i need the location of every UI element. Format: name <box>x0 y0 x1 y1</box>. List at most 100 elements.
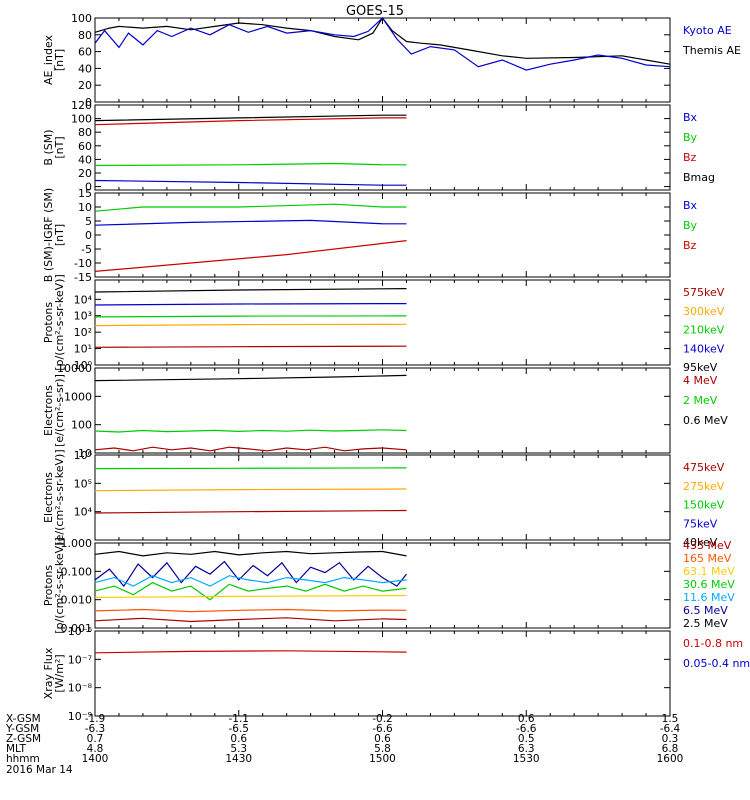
legend-label: 150keV <box>683 499 725 512</box>
y-tick-label: 0.010 <box>61 594 93 607</box>
y-tick-label: 10⁻⁷ <box>68 653 92 666</box>
y-tick-label: 10⁻⁶ <box>68 625 93 638</box>
legend-label: 4 MeV <box>683 374 718 387</box>
series-line-95kev <box>94 288 407 293</box>
footer-value: 5.3 <box>230 743 247 755</box>
legend-label: 40keV <box>683 536 718 549</box>
legend-label: 95keV <box>683 361 718 374</box>
series-line-575kev <box>94 345 407 348</box>
series-line-6-5-mev <box>94 560 407 588</box>
footer-value: 5.8 <box>374 743 391 755</box>
y-tick-label: 5 <box>85 215 92 228</box>
panel-8: 10⁻⁹ 10⁻⁸ 10⁻⁷ 10⁻⁶ Xray Flux[W/m²] 0.1-0.8 n… <box>42 625 750 723</box>
legend-label: 75keV <box>683 517 718 530</box>
series-line-by <box>94 162 407 167</box>
y-axis-label: Protons <box>42 565 55 606</box>
series-line-bmag <box>94 114 407 122</box>
footer-value: 4.8 <box>87 743 104 755</box>
legend-label: 210keV <box>683 324 725 337</box>
y-axis-label: [p/(cm²-s-sr-keV)] <box>53 274 66 371</box>
y-tick-label: 60 <box>78 140 92 153</box>
legend-label: Bz <box>683 239 697 252</box>
series-line-300kev <box>94 323 407 327</box>
legend-label: Kyoto AE <box>683 24 732 37</box>
y-tick-label: 10000 <box>57 362 92 375</box>
legend-label: Bmag <box>683 171 715 184</box>
series-line-by <box>94 203 407 212</box>
footer-value: -6.6 <box>516 723 537 735</box>
y-tick-label: 10⁴ <box>74 506 93 519</box>
y-tick-label: 1000 <box>64 390 92 403</box>
series-line-themis-ae <box>94 16 671 65</box>
y-tick-label: 0 <box>85 229 92 242</box>
y-axis-label: Electrons <box>42 385 55 436</box>
legend-label: Bx <box>683 111 698 124</box>
footer-value: 1500 <box>369 753 396 765</box>
series-line-165-mev <box>94 608 407 613</box>
panel-7: 0.001 0.010 0.100 1.000 Protons[p/(cm²-s-sr-… <box>42 537 735 635</box>
y-axis-label: [W/m²] <box>53 654 66 692</box>
footer-value: -1.9 <box>85 713 106 725</box>
series-line-2-5-mev <box>94 550 407 557</box>
legend-label: 63.1 MeV <box>683 565 735 578</box>
legend-label: 0.1-0.8 nm <box>683 637 743 650</box>
y-tick-label: 0.100 <box>61 565 93 578</box>
y-axis-label: [nT] <box>53 224 66 246</box>
legend-label: 2.5 MeV <box>683 617 728 630</box>
y-tick-label: 10² <box>74 326 92 339</box>
series-line-2-mev <box>94 429 407 433</box>
y-tick-label: 20 <box>78 79 92 92</box>
series-line-30-6-mev <box>94 581 407 601</box>
series-line-bx <box>94 179 407 186</box>
footer-value: 1530 <box>513 753 540 765</box>
series-line-63-1-mev <box>94 594 407 599</box>
footer-value: 6.8 <box>662 743 679 755</box>
legend-label: Themis AE <box>682 44 741 57</box>
panel-frame <box>94 279 671 366</box>
series-line-475kev <box>94 509 407 514</box>
y-tick-label: 10⁰ <box>74 359 93 372</box>
footer-value: -1.1 <box>229 713 250 725</box>
panel-frame <box>94 630 671 717</box>
y-tick-label: -15 <box>74 271 92 284</box>
y-axis-label: B (SM) <box>42 129 55 165</box>
series-line-bz <box>94 117 407 126</box>
y-tick-label: 40 <box>78 62 92 75</box>
legend-label: 6.5 MeV <box>683 604 728 617</box>
y-axis-label: Xray Flux <box>42 647 55 699</box>
footer-row-label: Z-GSM <box>6 733 41 745</box>
legend-label: By <box>683 131 698 144</box>
series-line-4-mev <box>94 446 407 452</box>
y-axis-label: [nT] <box>53 49 66 71</box>
footer-value: 0.6 <box>518 713 535 725</box>
panel-1: 0 20 40 60 80 100 AE_index[nT] Kyoto AE Themis A… <box>42 12 741 109</box>
legend-label: 30.6 MeV <box>683 578 735 591</box>
panel-frame <box>94 367 671 454</box>
footer-row-label: MLT <box>6 743 26 755</box>
legend-label: 11.6 MeV <box>683 591 735 604</box>
y-axis-label: [e/(cm²-s-sr-keV)] <box>53 449 66 545</box>
series-line-433-mev <box>94 617 407 623</box>
footer-value: -6.5 <box>229 723 250 735</box>
footer-date: 2016 Mar 14 <box>6 764 73 776</box>
series-line-210kev <box>94 315 407 318</box>
y-tick-label: 0 <box>85 181 92 194</box>
y-tick-label: 1.000 <box>61 537 93 550</box>
plot-title: GOES-15 <box>346 4 404 19</box>
series-line-150kev <box>94 467 407 470</box>
panel-frame <box>94 17 671 103</box>
y-tick-label: 100 <box>71 419 92 432</box>
series-line-bx <box>94 219 407 226</box>
panel-6: 10⁴ 10⁵ 10⁶ Electrons[e/(cm²-s-sr-keV)] 475k… <box>42 449 725 549</box>
y-tick-label: 10⁴ <box>74 293 93 306</box>
footer-value: -0.2 <box>372 713 393 725</box>
series-line-11-6-mev <box>94 575 407 587</box>
y-tick-label: 10⁻⁹ <box>68 710 92 723</box>
footer-row-label: Y-GSM <box>5 723 39 735</box>
y-tick-label: 100 <box>71 12 92 25</box>
footer-value: 1.5 <box>662 713 679 725</box>
y-tick-label: 0 <box>85 96 92 109</box>
y-tick-label: 10¹ <box>74 343 92 356</box>
